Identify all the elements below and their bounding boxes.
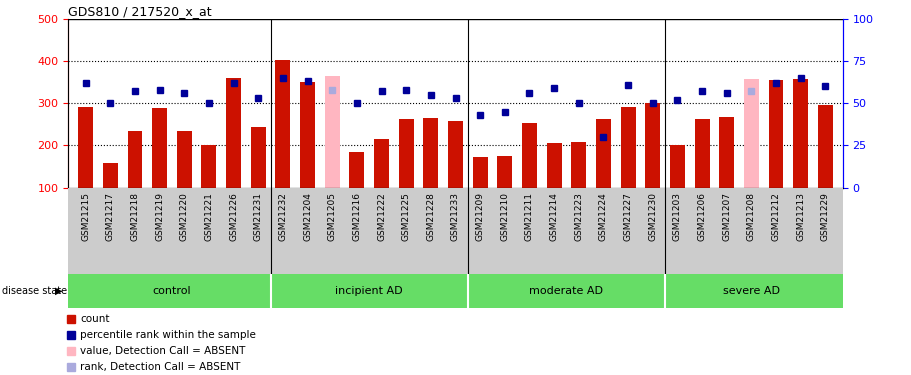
- Bar: [769, 80, 783, 188]
- Bar: [670, 146, 685, 188]
- Bar: [596, 119, 611, 188]
- Text: GSM21216: GSM21216: [353, 192, 362, 241]
- Text: count: count: [80, 314, 109, 324]
- Text: GSM21205: GSM21205: [328, 192, 337, 241]
- Bar: [78, 106, 93, 188]
- Text: rank, Detection Call = ABSENT: rank, Detection Call = ABSENT: [80, 362, 241, 372]
- Text: GSM21219: GSM21219: [155, 192, 164, 241]
- Bar: [177, 131, 191, 188]
- Text: severe AD: severe AD: [723, 286, 780, 296]
- Text: GDS810 / 217520_x_at: GDS810 / 217520_x_at: [68, 4, 212, 18]
- Bar: [399, 119, 414, 188]
- Text: percentile rank within the sample: percentile rank within the sample: [80, 330, 256, 340]
- Text: GSM21211: GSM21211: [525, 192, 534, 241]
- Text: GSM21229: GSM21229: [821, 192, 830, 241]
- Text: GSM21214: GSM21214: [549, 192, 558, 241]
- Bar: [152, 108, 167, 188]
- Text: GSM21203: GSM21203: [673, 192, 682, 241]
- Bar: [522, 123, 537, 188]
- Text: value, Detection Call = ABSENT: value, Detection Call = ABSENT: [80, 346, 246, 356]
- Bar: [645, 103, 660, 188]
- Bar: [547, 143, 561, 188]
- Bar: [128, 131, 142, 188]
- Text: GSM21209: GSM21209: [476, 192, 485, 241]
- Bar: [350, 153, 364, 188]
- Bar: [720, 117, 734, 188]
- Text: incipient AD: incipient AD: [335, 286, 403, 296]
- Bar: [744, 79, 759, 188]
- Text: GSM21208: GSM21208: [747, 192, 756, 241]
- Bar: [374, 139, 389, 188]
- Text: GSM21206: GSM21206: [698, 192, 707, 241]
- Text: ▶: ▶: [55, 286, 62, 296]
- Bar: [275, 60, 291, 188]
- Text: control: control: [152, 286, 191, 296]
- Bar: [325, 76, 340, 188]
- Text: GSM21225: GSM21225: [402, 192, 411, 241]
- Text: GSM21223: GSM21223: [574, 192, 583, 241]
- Bar: [226, 78, 241, 188]
- Bar: [103, 163, 118, 188]
- Bar: [571, 142, 586, 188]
- Text: GSM21227: GSM21227: [624, 192, 632, 241]
- Text: GSM21222: GSM21222: [377, 192, 386, 241]
- Bar: [201, 146, 216, 188]
- Text: GSM21226: GSM21226: [229, 192, 238, 241]
- Bar: [300, 82, 315, 188]
- Text: GSM21232: GSM21232: [279, 192, 287, 241]
- Bar: [818, 105, 833, 188]
- Bar: [695, 119, 710, 188]
- Text: moderate AD: moderate AD: [529, 286, 603, 296]
- Text: GSM21218: GSM21218: [130, 192, 139, 241]
- Bar: [251, 127, 266, 188]
- Bar: [497, 156, 512, 188]
- Text: GSM21204: GSM21204: [303, 192, 312, 241]
- Text: disease state: disease state: [2, 286, 67, 296]
- Text: GSM21233: GSM21233: [451, 192, 460, 241]
- Bar: [424, 118, 438, 188]
- Text: GSM21210: GSM21210: [500, 192, 509, 241]
- Text: GSM21224: GSM21224: [599, 192, 608, 241]
- Text: GSM21207: GSM21207: [722, 192, 732, 241]
- Bar: [793, 79, 808, 188]
- Text: GSM21221: GSM21221: [204, 192, 213, 241]
- Text: GSM21220: GSM21220: [179, 192, 189, 241]
- Text: GSM21215: GSM21215: [81, 192, 90, 241]
- Text: GSM21230: GSM21230: [649, 192, 658, 241]
- Text: GSM21213: GSM21213: [796, 192, 805, 241]
- Text: GSM21217: GSM21217: [106, 192, 115, 241]
- Bar: [448, 121, 463, 188]
- Bar: [620, 107, 636, 188]
- Text: GSM21212: GSM21212: [772, 192, 781, 241]
- Bar: [473, 157, 487, 188]
- Text: GSM21231: GSM21231: [253, 192, 262, 241]
- Text: GSM21228: GSM21228: [426, 192, 435, 241]
